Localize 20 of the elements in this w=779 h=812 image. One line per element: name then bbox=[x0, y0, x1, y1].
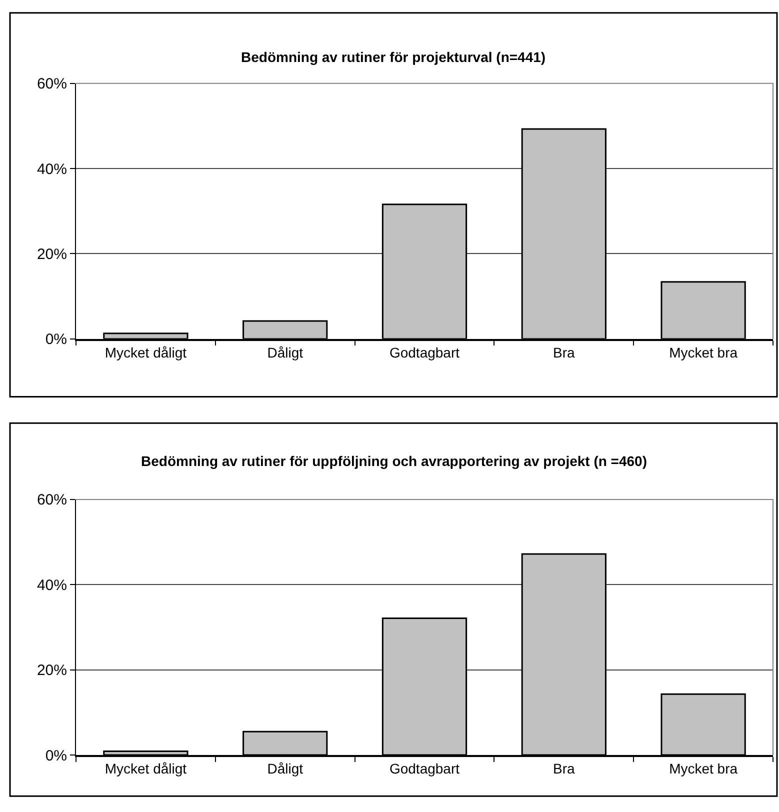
y-tick-label: 60% bbox=[36, 76, 67, 93]
x-tick-label: Mycket bra bbox=[669, 344, 738, 360]
y-tick-label: 40% bbox=[36, 160, 67, 178]
x-tick-label: Godtagbart bbox=[389, 344, 460, 360]
x-tick-label: Mycket dåligt bbox=[104, 344, 187, 360]
x-tick-label: Mycket bra bbox=[669, 760, 738, 777]
y-tick-label: 40% bbox=[36, 576, 67, 594]
y-tick-label: 0% bbox=[45, 331, 67, 348]
chart-title: Bedömning av rutiner för projekturval (n=441) bbox=[241, 49, 546, 65]
x-tick-label: Bra bbox=[553, 760, 575, 777]
chart-title: Bedömning av rutiner för uppföljning och avrapportering av projekt (n =460) bbox=[141, 453, 648, 469]
x-tick-label: Dåligt bbox=[267, 344, 304, 360]
y-tick-label: 60% bbox=[36, 492, 67, 509]
x-tick-label: Mycket dåligt bbox=[104, 760, 187, 777]
x-tick-label: Bra bbox=[553, 344, 575, 360]
x-tick-label: Dåligt bbox=[267, 760, 304, 777]
y-tick-label: 0% bbox=[45, 747, 67, 764]
x-tick-label: Godtagbart bbox=[389, 760, 460, 777]
y-tick-label: 20% bbox=[36, 246, 67, 263]
y-tick-label: 20% bbox=[36, 662, 67, 680]
